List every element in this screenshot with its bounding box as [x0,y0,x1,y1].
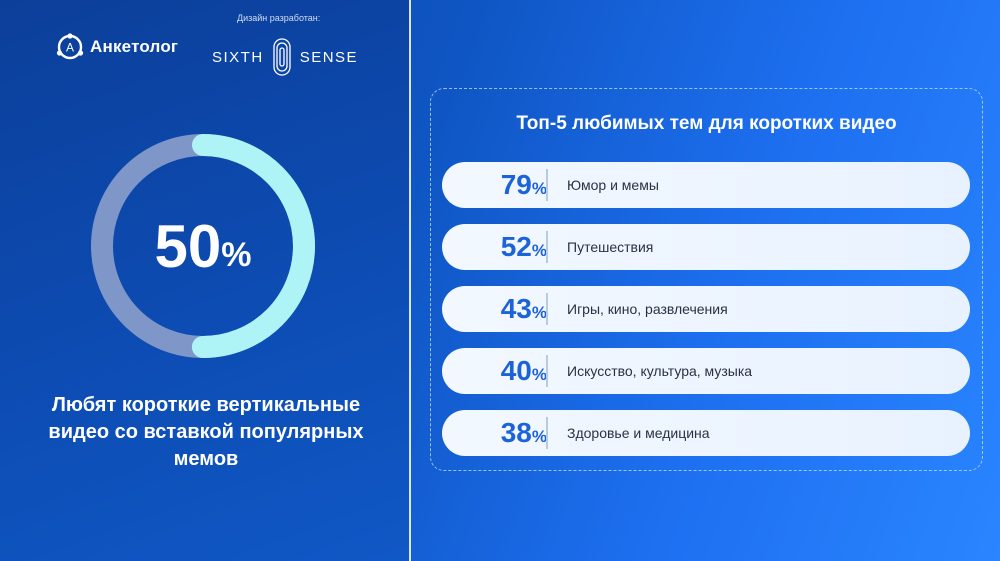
donut-value-unit: % [221,235,252,274]
list-item: 38% Здоровье и медицина [442,410,970,456]
partner-name-left: SIXTH [212,48,264,66]
data-label-unit: % [531,303,547,322]
donut-value-number: 50 [154,212,222,280]
category-label: Искусство, культура, музыка [567,363,753,379]
data-label-number: 43 [500,293,532,324]
category-label: Игры, кино, развлечения [567,301,728,317]
data-label-unit: % [531,179,547,198]
data-label-value: 79% [442,169,547,201]
category-label: Путешествия [567,239,654,255]
data-label-value: 52% [442,231,547,263]
list-item: 40% Искусство, культура, музыка [442,348,970,394]
data-label-value: 40% [442,355,547,387]
left-panel: A Анкетолог Дизайн разработан: SIXTH SEN… [0,0,410,561]
data-label-value: 43% [442,293,547,325]
designed-by-label: Дизайн разработан: [237,13,321,23]
list-item: 43% Игры, кино, развлечения [442,286,970,332]
data-label-number: 38 [500,417,532,448]
partner-logo: SIXTH SENSE [212,37,358,77]
category-label: Здоровье и медицина [567,425,710,441]
row-separator [546,231,548,263]
brand-name: Анкетолог [90,37,179,56]
brand-logo: A Анкетолог [56,33,178,61]
data-label-unit: % [531,427,547,446]
data-label-unit: % [531,241,547,260]
donut-fill-arc [91,134,315,358]
category-label: Юмор и мемы [567,177,659,193]
list-item: 79% Юмор и мемы [442,162,970,208]
svg-text:A: A [66,41,74,55]
data-label-number: 79 [500,169,532,200]
chart-title: Топ-5 любимых тем для коротких видео [516,113,897,134]
row-separator [546,293,548,325]
summary-caption: Любят короткие вертикальные видео со вст… [48,394,364,470]
vertical-divider [409,0,411,561]
list-item: 52% Путешествия [442,224,970,270]
row-separator [546,169,548,201]
fingerprint-icon [273,38,291,76]
row-separator [546,417,548,449]
chart-frame [430,88,983,471]
row-separator [546,355,548,387]
donut-chart: 50 % [90,133,316,359]
donut-value: 50 % [90,133,316,359]
anketolog-logo-icon: A [56,33,84,60]
data-label-value: 38% [442,417,547,449]
data-label-unit: % [531,365,547,384]
data-label-number: 52 [500,231,532,262]
donut-svg [91,134,315,358]
data-label-number: 40 [500,355,532,386]
partner-name-right: SENSE [299,48,359,66]
